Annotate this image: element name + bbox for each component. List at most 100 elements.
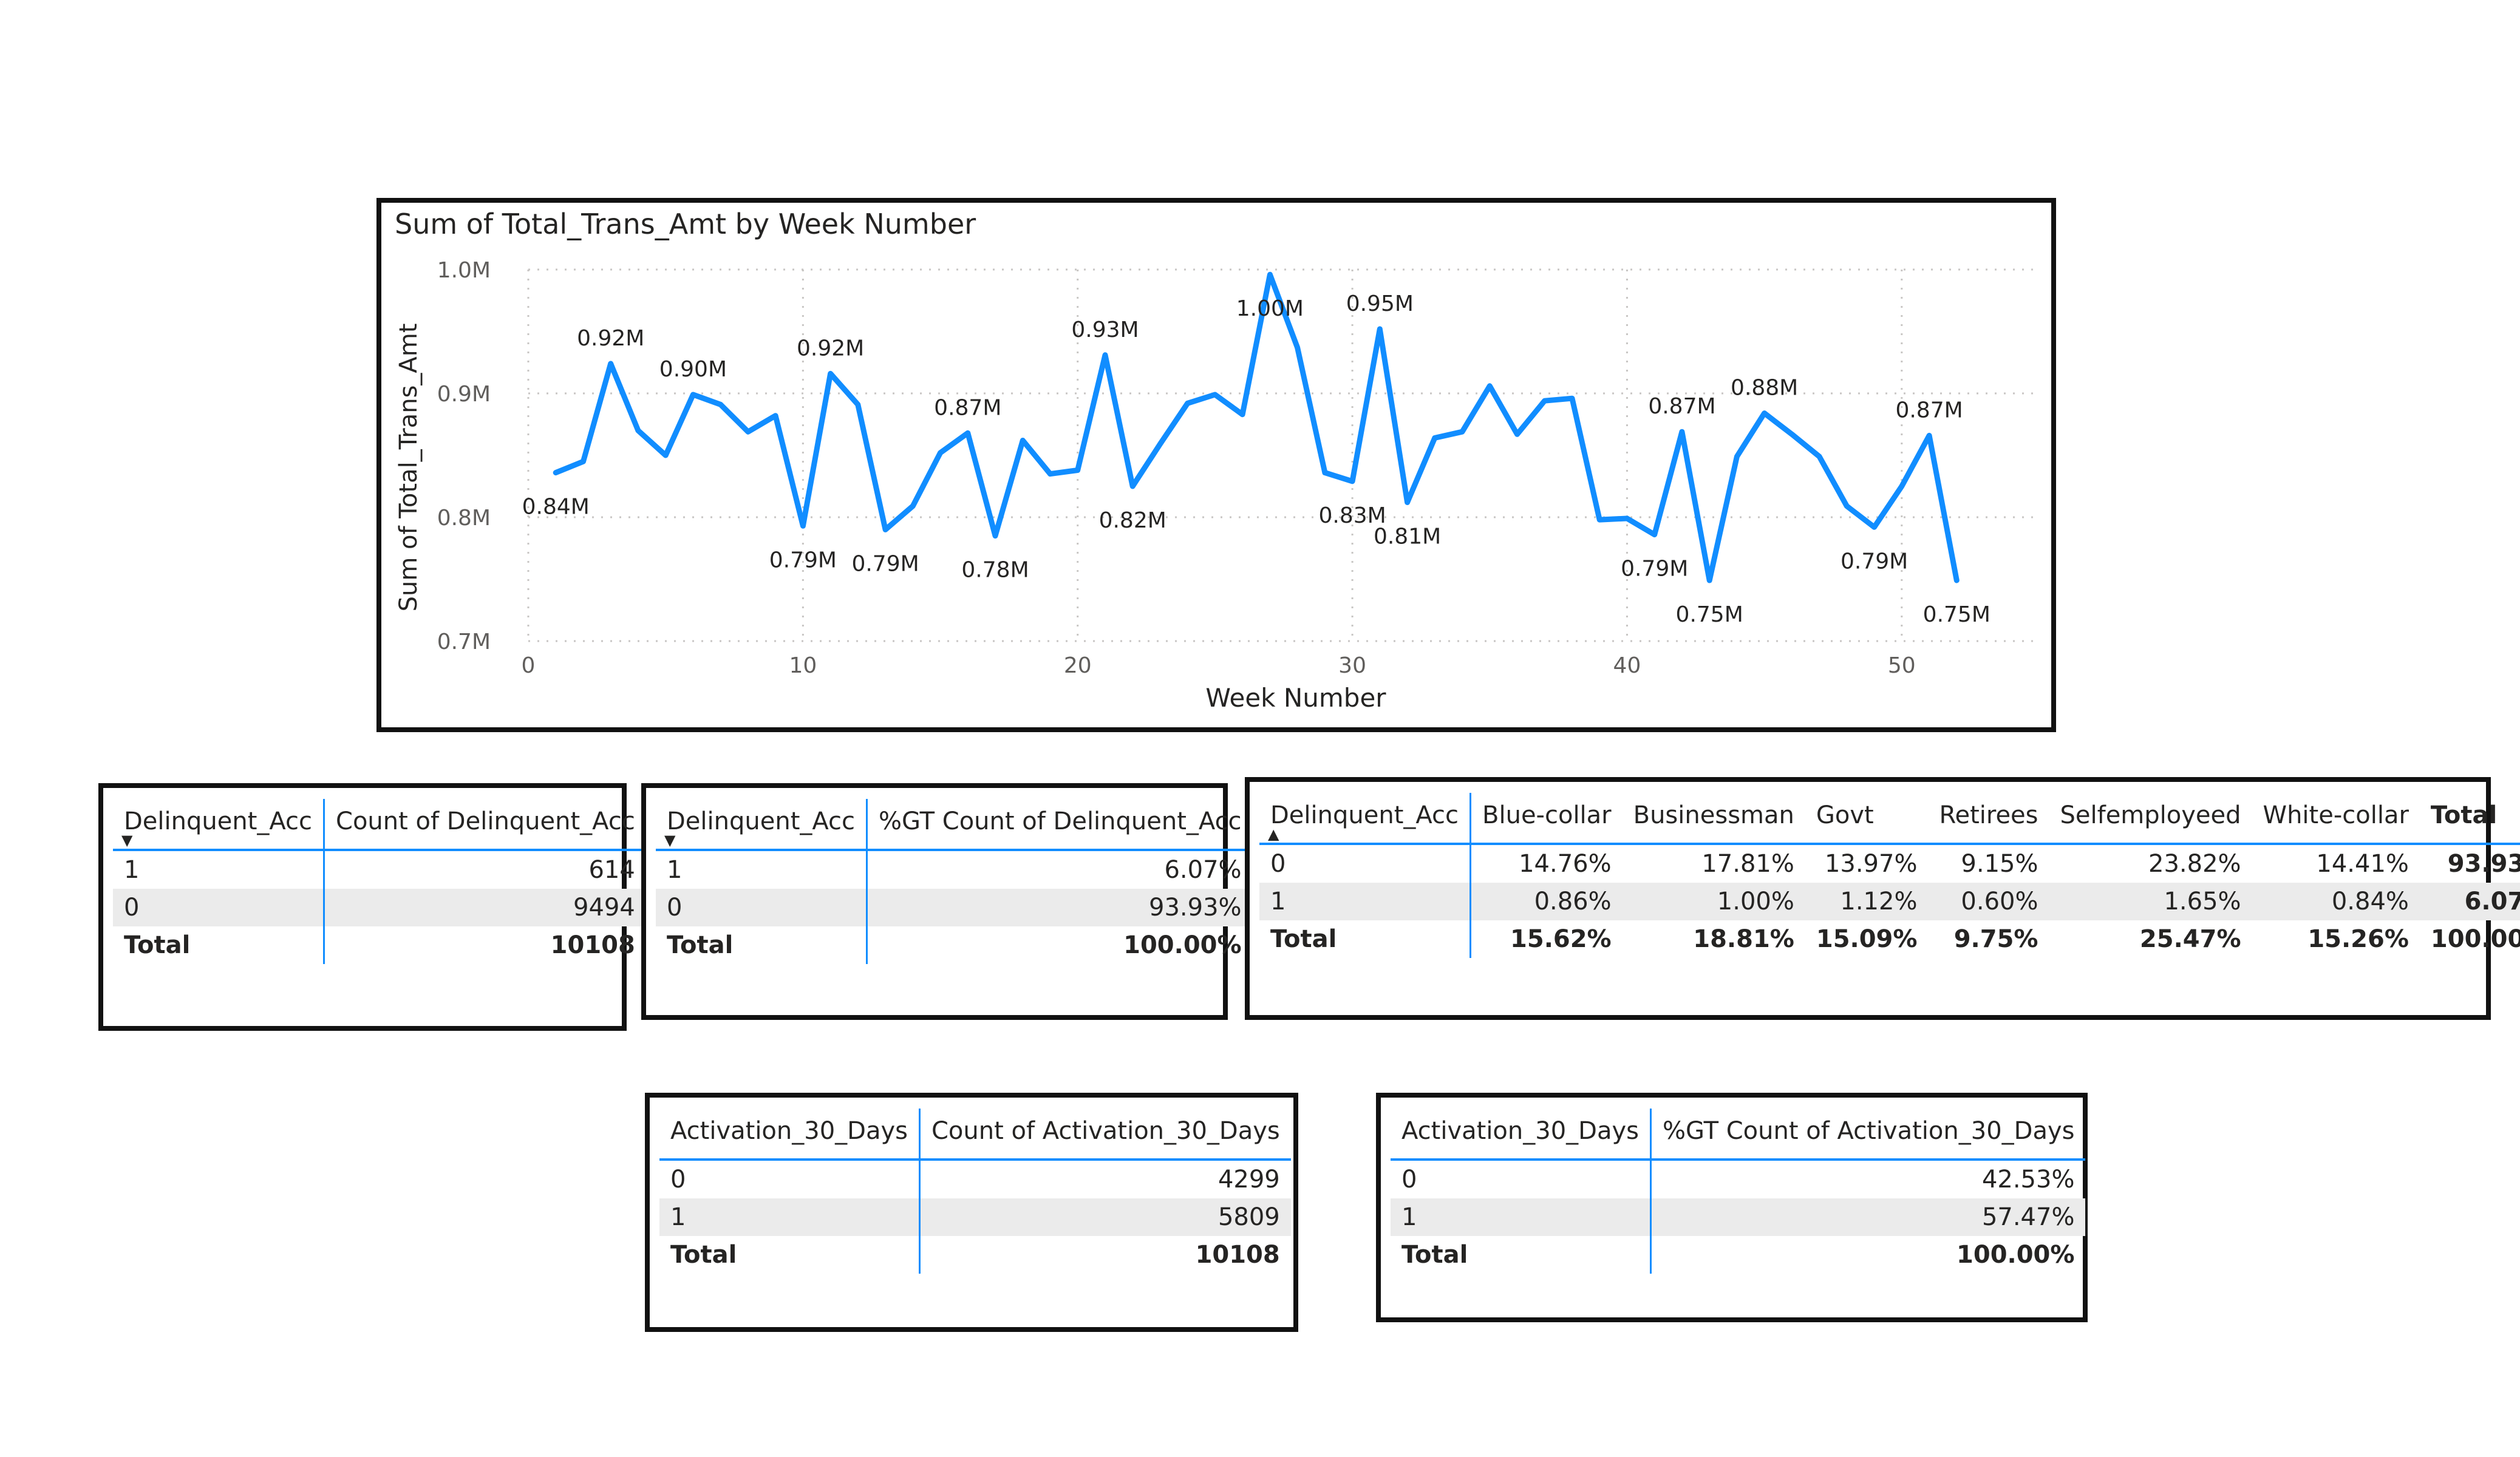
x-axis-title: Week Number: [1205, 683, 1386, 713]
column-header[interactable]: %GT Count of Activation_30_Days: [1650, 1109, 2085, 1160]
table-cell: 614: [324, 850, 646, 889]
column-header[interactable]: Delinquent_Acc ▼: [113, 799, 324, 850]
table-cell: 15.62%: [1471, 920, 1623, 958]
table-row[interactable]: 1 614: [113, 850, 646, 889]
column-header-label: %GT Count of Activation_30_Days: [1663, 1117, 2074, 1145]
table-row[interactable]: 0 4299: [659, 1160, 1291, 1198]
column-header[interactable]: Activation_30_Days: [659, 1109, 919, 1160]
table-cell: Total: [113, 926, 324, 964]
table-cell: 15.26%: [2252, 920, 2420, 958]
table-cell: 4299: [919, 1160, 1290, 1198]
column-header-label: Businessman: [1633, 801, 1794, 829]
column-header[interactable]: Count of Delinquent_Acc: [324, 799, 646, 850]
table-cell: 1.12%: [1805, 883, 1929, 920]
data-label: 0.75M: [1676, 602, 1743, 627]
table-cell: 1: [1259, 883, 1471, 920]
table-cell: 25.47%: [2049, 920, 2252, 958]
table-row[interactable]: 1 5809: [659, 1198, 1291, 1236]
data-label: 0.87M: [1648, 394, 1715, 419]
data-label: 0.79M: [769, 548, 837, 572]
table-cell: 1: [656, 850, 867, 889]
column-header[interactable]: Businessman: [1623, 793, 1805, 844]
table-cell: 57.47%: [1650, 1198, 2085, 1236]
sort-ascending-icon[interactable]: ▲: [1268, 827, 1279, 841]
column-header[interactable]: Delinquent_Acc ▼: [656, 799, 867, 850]
column-header[interactable]: Retirees: [1928, 793, 2049, 844]
table-row[interactable]: 1 6.07%: [656, 850, 1253, 889]
table-header-row: Delinquent_Acc ▼ %GT Count of Delinquent_…: [656, 799, 1253, 850]
table-row[interactable]: 1 57.47%: [1391, 1198, 2085, 1236]
x-tick-label: 50: [1888, 653, 1916, 678]
activation-pct-table-card[interactable]: Activation_30_Days %GT Count of Activati…: [1376, 1093, 2088, 1322]
table-cell: 5809: [919, 1198, 1290, 1236]
column-header[interactable]: Count of Activation_30_Days: [919, 1109, 1290, 1160]
column-header[interactable]: Selfemployeed: [2049, 793, 2252, 844]
y-tick-label: 0.8M: [437, 506, 491, 531]
table-cell: Total: [656, 926, 867, 964]
data-label: 0.79M: [851, 551, 919, 576]
y-tick-label: 1.0M: [437, 258, 491, 283]
table-cell: 1: [659, 1198, 919, 1236]
data-label: 0.87M: [1895, 398, 1963, 423]
table-row[interactable]: 0 93.93%: [656, 889, 1253, 926]
table-cell: 0: [1391, 1160, 1650, 1198]
table-header-row: Activation_30_Days %GT Count of Activati…: [1391, 1109, 2085, 1160]
table-cell: 14.41%: [2252, 844, 2420, 883]
column-header-label: Count of Activation_30_Days: [931, 1117, 1280, 1145]
delinquent-pct-table-card[interactable]: Delinquent_Acc ▼ %GT Count of Delinquent_…: [641, 783, 1228, 1020]
column-header[interactable]: %GT Count of Delinquent_Acc: [867, 799, 1253, 850]
table-cell: 10108: [324, 926, 646, 964]
data-label: 0.82M: [1099, 508, 1166, 533]
table-cell: 10108: [919, 1236, 1290, 1274]
activation-pct-table: Activation_30_Days %GT Count of Activati…: [1391, 1109, 2085, 1274]
table-cell: 0.84%: [2252, 883, 2420, 920]
column-header-label: Retirees: [1939, 801, 2038, 829]
data-label: 0.90M: [659, 357, 727, 382]
table-row[interactable]: 1 0.86% 1.00% 1.12% 0.60% 1.65% 0.84% 6.…: [1259, 883, 2520, 920]
x-tick-label: 30: [1338, 653, 1366, 678]
delinquent-by-job-matrix: Delinquent_Acc ▲ Blue-collar Businessman …: [1259, 793, 2520, 958]
x-tick-label: 20: [1064, 653, 1092, 678]
sort-descending-icon[interactable]: ▼: [121, 833, 132, 847]
data-label: 0.78M: [961, 558, 1029, 583]
column-header[interactable]: Blue-collar: [1471, 793, 1623, 844]
column-header[interactable]: Delinquent_Acc ▲: [1259, 793, 1471, 844]
delinquent-count-table-card[interactable]: Delinquent_Acc ▼ Count of Delinquent_Acc …: [98, 783, 627, 1031]
data-label: 0.84M: [522, 495, 590, 520]
column-header[interactable]: Total: [2420, 793, 2520, 844]
table-total-row: Total 100.00%: [656, 926, 1253, 964]
table-cell: 6.07%: [867, 850, 1253, 889]
activation-count-table-card[interactable]: Activation_30_Days Count of Activation_3…: [645, 1093, 1298, 1332]
sort-descending-icon[interactable]: ▼: [664, 833, 675, 847]
table-header-row: Activation_30_Days Count of Activation_3…: [659, 1109, 1291, 1160]
table-row[interactable]: 0 9494: [113, 889, 646, 926]
y-axis-title: Sum of Total_Trans_Amt: [395, 324, 423, 612]
activation-count-table: Activation_30_Days Count of Activation_3…: [659, 1109, 1291, 1274]
table-row[interactable]: 0 42.53%: [1391, 1160, 2085, 1198]
table-cell: 13.97%: [1805, 844, 1929, 883]
table-cell: Total: [1259, 920, 1471, 958]
table-cell: 1.00%: [1623, 883, 1805, 920]
table-cell: 0.60%: [1928, 883, 2049, 920]
y-tick-label: 0.7M: [437, 630, 491, 654]
table-cell: 42.53%: [1650, 1160, 2085, 1198]
data-label: 0.79M: [1621, 557, 1688, 582]
table-row[interactable]: 0 14.76% 17.81% 13.97% 9.15% 23.82% 14.4…: [1259, 844, 2520, 883]
table-cell: 0: [659, 1160, 919, 1198]
column-header-label: Blue-collar: [1482, 801, 1612, 829]
line-chart[interactable]: 0.7M 0.8M 0.9M 1.0M 0 10 20 30 40 50 Week Number Su…: [381, 203, 2051, 727]
column-header[interactable]: Govt: [1805, 793, 1929, 844]
table-total-row: Total 10108: [659, 1236, 1291, 1274]
column-header[interactable]: Activation_30_Days: [1391, 1109, 1650, 1160]
table-cell: 93.93%: [867, 889, 1253, 926]
table-cell: 1: [113, 850, 324, 889]
column-header-label: Selfemployeed: [2060, 801, 2241, 829]
delinquent-by-job-matrix-card[interactable]: Delinquent_Acc ▲ Blue-collar Businessman …: [1245, 777, 2491, 1020]
column-header[interactable]: White-collar: [2252, 793, 2420, 844]
table-cell: 9494: [324, 889, 646, 926]
table-cell: 100.00%: [2420, 920, 2520, 958]
x-tick-label: 10: [789, 653, 817, 678]
delinquent-count-table: Delinquent_Acc ▼ Count of Delinquent_Acc …: [113, 799, 646, 964]
table-header-row: Delinquent_Acc ▼ Count of Delinquent_Acc: [113, 799, 646, 850]
line-chart-card[interactable]: Sum of Total_Trans_Amt by Week Number 0.…: [376, 198, 2056, 732]
